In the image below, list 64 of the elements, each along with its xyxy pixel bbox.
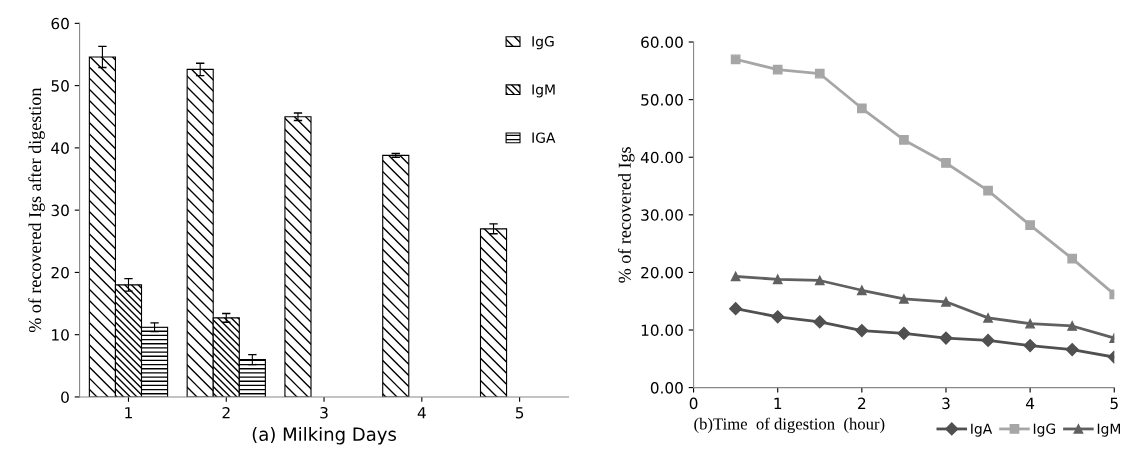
legend-label: IgG [532,36,554,50]
point [814,275,825,286]
point [897,326,911,341]
point [939,331,953,345]
x-tick-label: 4 [1026,397,1035,409]
point [983,313,993,323]
point [941,158,951,168]
y-tick-label: 60.00 [641,36,683,49]
y-tick-label: 40 [51,142,69,154]
x-tick-label: 3 [320,406,328,419]
legend-label: IgM [532,84,555,98]
x-tick-label: 5 [1110,397,1118,410]
x-tick-label: 2 [858,397,866,409]
x-tick-label: 0 [689,397,698,410]
y-tick-label: 10.00 [641,324,683,337]
y-axis-title: % of recovered Igs after digestion [28,87,45,333]
point [899,294,909,304]
y-tick-label: 10 [52,329,69,341]
point [855,324,869,338]
point [983,185,993,196]
bar [479,228,508,397]
legend-label: IgG [1033,423,1056,437]
y-tick-label: 30 [51,204,69,217]
x-tick-label: 4 [417,407,426,419]
point [730,54,741,65]
y-tick-label: 50 [51,80,69,92]
point [1025,318,1035,329]
x-axis-title: (b)Time of digestion (hour) [694,417,885,433]
legend-label: IgA [971,423,993,437]
point [771,310,785,324]
y-tick-label: 40.00 [640,151,683,164]
y-tick-label: 60 [51,17,69,30]
legend-label: IGA [532,132,556,143]
bar [382,154,410,397]
point [1023,338,1037,353]
legend-label: IgM [1097,423,1121,437]
point [856,103,867,114]
x-axis-title: (a) Milking Days [252,427,396,445]
point [941,296,951,307]
point [1025,220,1035,231]
point [1067,321,1078,331]
point [899,135,909,145]
point [1065,343,1079,357]
y-tick-label: 50.00 [641,94,683,106]
x-tick-label: 5 [515,407,524,419]
point [730,271,741,282]
point [772,64,783,75]
point [814,68,825,79]
x-tick-label: 3 [942,397,950,410]
point [1067,253,1078,264]
y-tick-label: 20.00 [641,266,683,279]
point [813,315,827,329]
bar [284,116,312,397]
point [729,302,743,316]
y-tick-label: 20 [51,266,69,279]
point [772,274,783,285]
y-tick-label: 0.00 [650,382,683,394]
x-tick-label: 1 [125,407,132,419]
y-tick-label: 30.00 [641,209,683,221]
point [981,333,995,347]
x-tick-label: 1 [774,397,782,409]
x-tick-label: 2 [222,406,230,419]
point [856,285,867,296]
y-axis-title: % of recovered Igs [617,147,635,283]
